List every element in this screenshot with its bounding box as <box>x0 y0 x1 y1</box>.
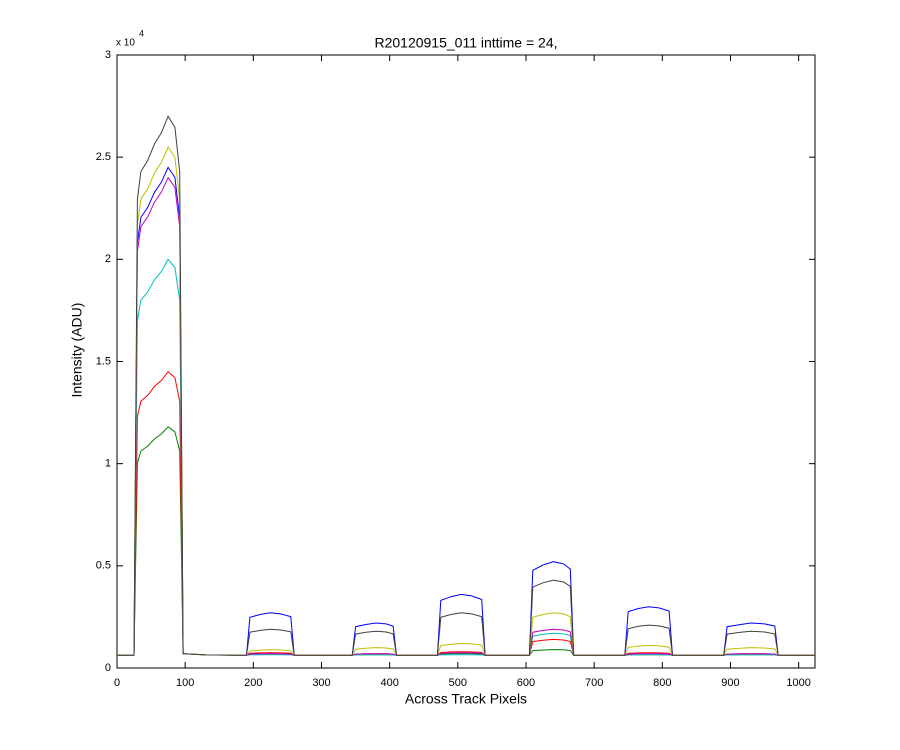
series-line <box>117 370 815 656</box>
x-axis-label: Across Track Pixels <box>405 691 527 707</box>
x-tick-label: 1000 <box>786 677 810 689</box>
x-tick-label: 900 <box>721 677 739 689</box>
y-tick-label: 0.5 <box>96 560 111 572</box>
x-tick-label: 200 <box>244 677 262 689</box>
y-tick-label: 1 <box>105 458 111 470</box>
x-tick-label: 700 <box>585 677 603 689</box>
x-tick-label: 300 <box>312 677 330 689</box>
x-tick-label: 500 <box>449 677 467 689</box>
y-exponent-base: x 10 <box>116 38 135 49</box>
y-tick-label: 2.5 <box>96 151 111 163</box>
x-tick-label: 600 <box>517 677 535 689</box>
series-line <box>117 115 815 656</box>
x-tick-label: 0 <box>114 677 120 689</box>
series-line <box>117 258 815 656</box>
y-tick-label: 2 <box>105 253 111 265</box>
y-tick-label: 0 <box>105 662 111 674</box>
y-tick-label: 1.5 <box>96 355 111 367</box>
chart-title: R20120915_011 inttime = 24, <box>374 35 557 51</box>
x-tick-label: 400 <box>380 677 398 689</box>
plot-area <box>116 54 816 669</box>
y-tick-label: 3 <box>105 49 111 61</box>
x-tick-label: 800 <box>653 677 671 689</box>
x-tick-label: 100 <box>176 677 194 689</box>
y-axis-label: Intensity (ADU) <box>69 303 85 398</box>
y-exponent-power: 4 <box>139 28 144 38</box>
